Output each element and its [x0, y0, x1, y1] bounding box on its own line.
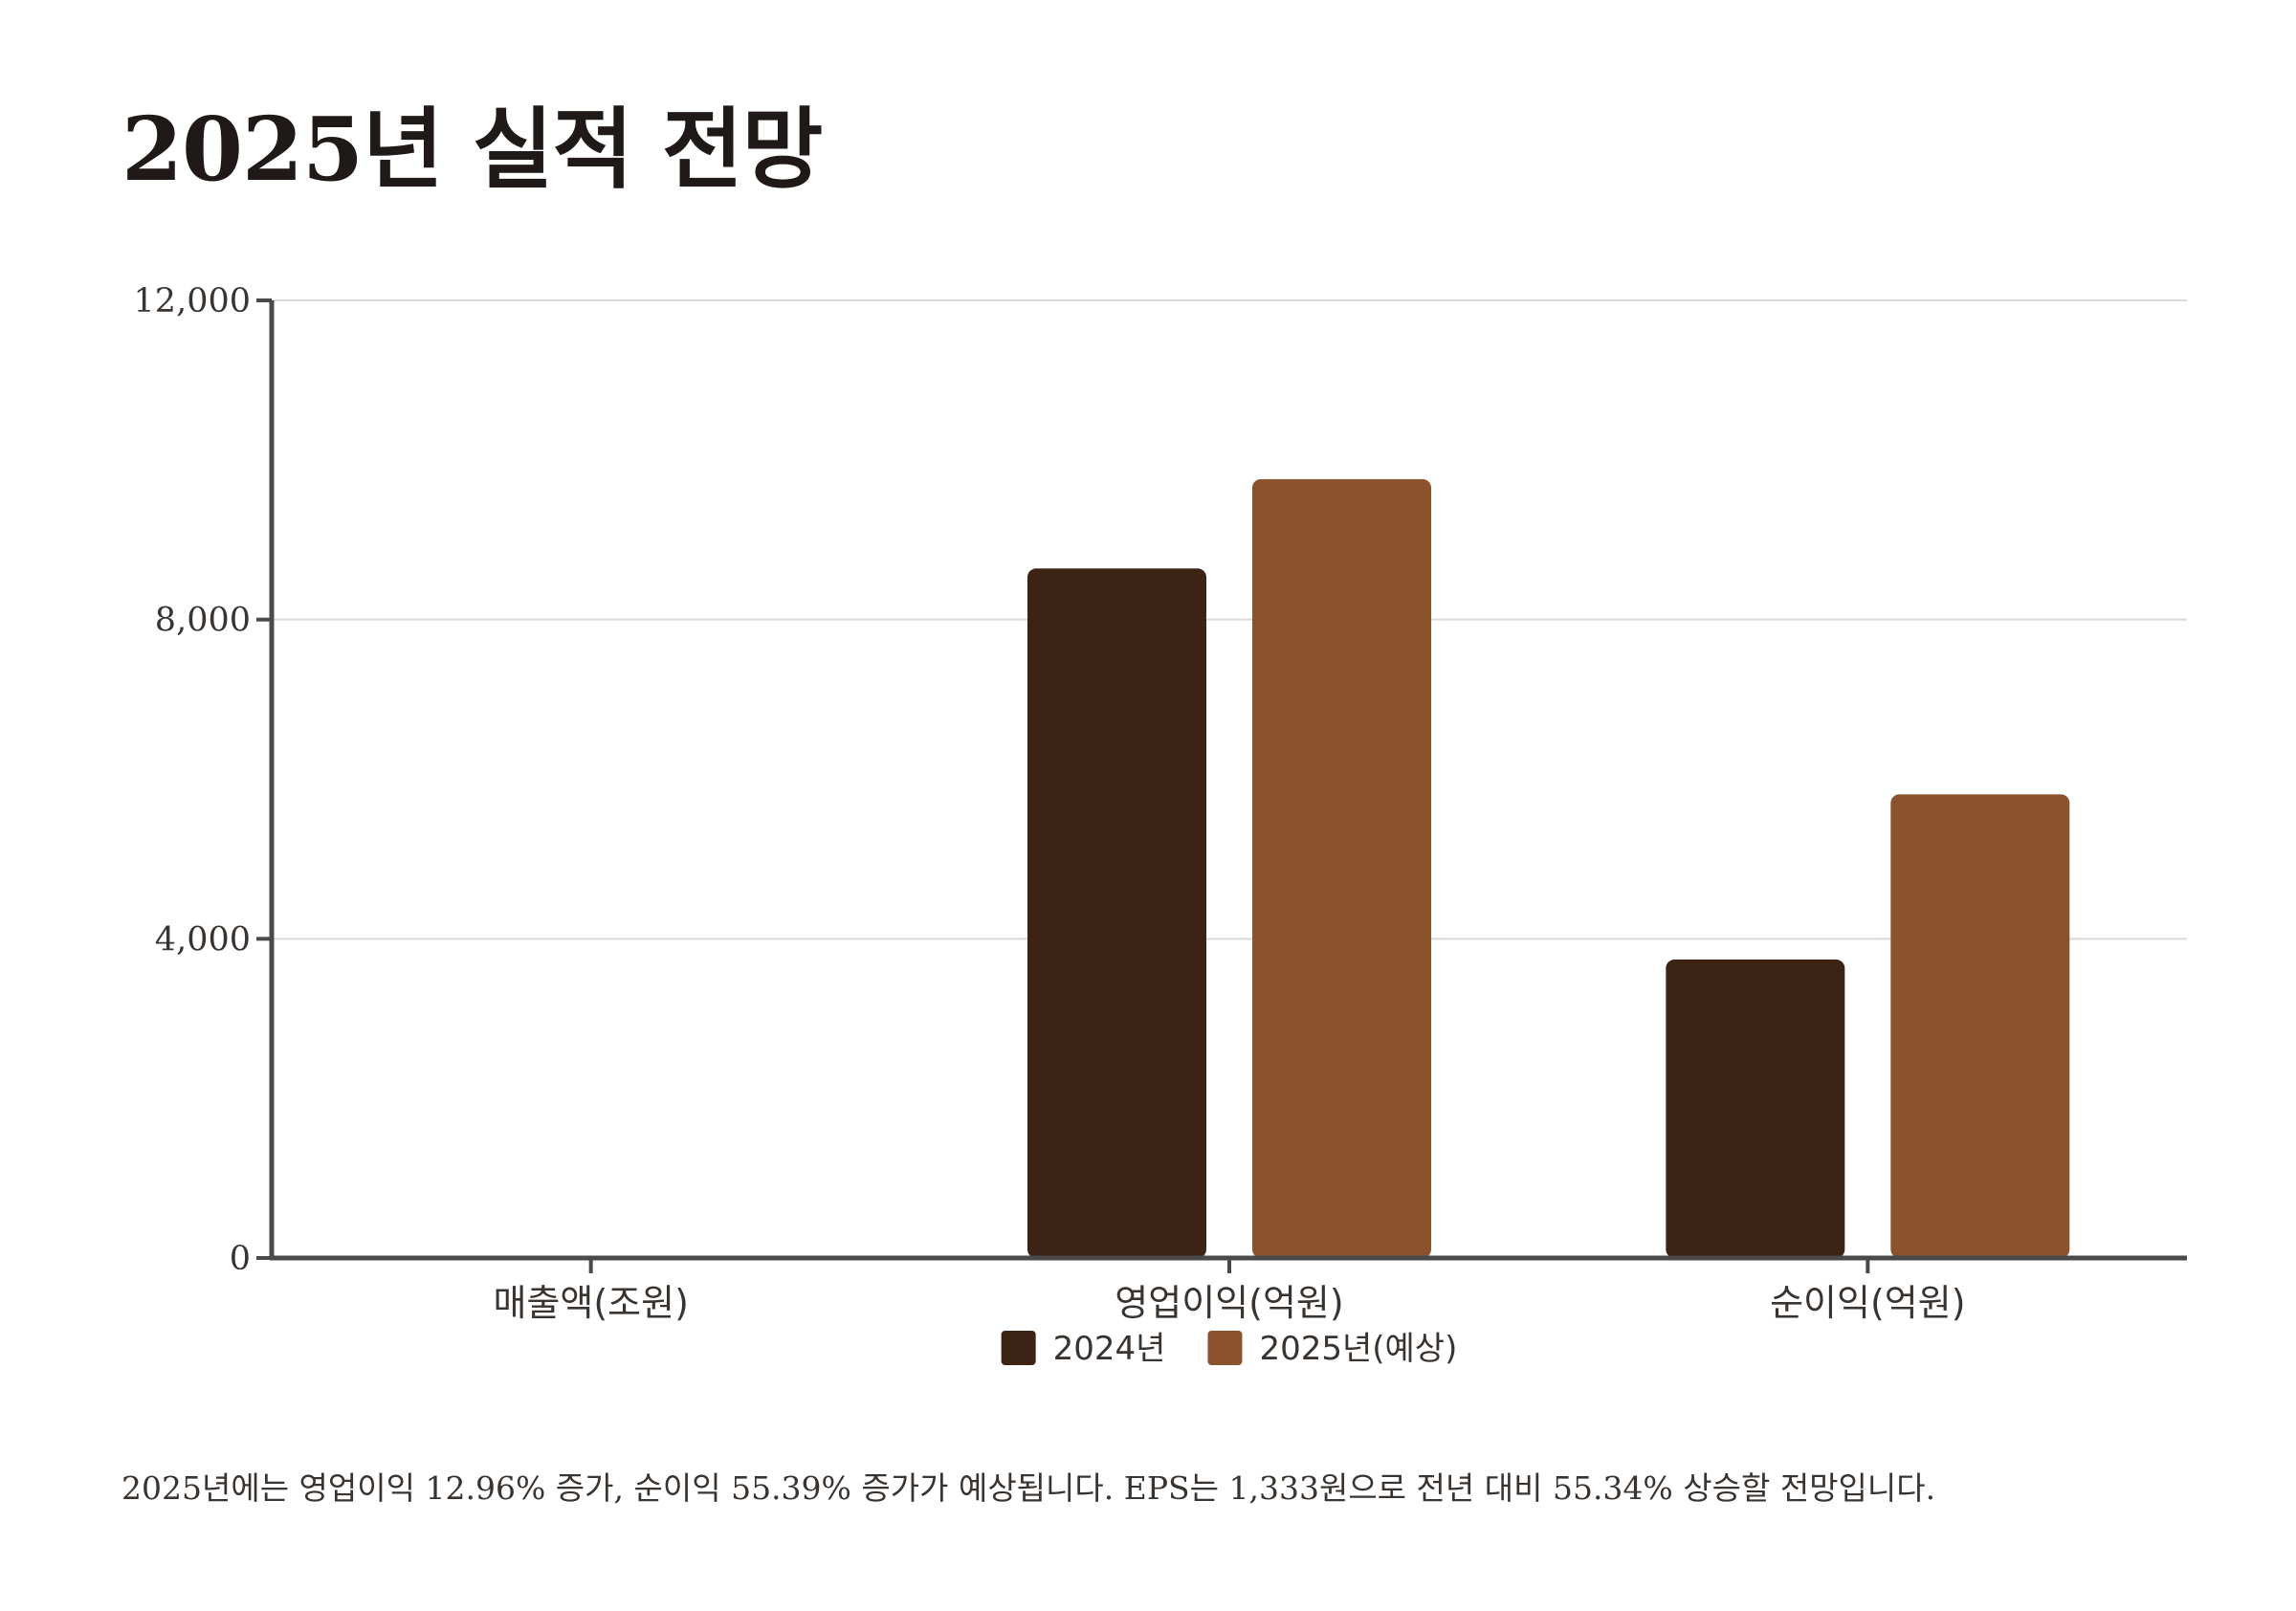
- legend[interactable]: 2024년 2025년(예상): [1001, 1330, 1458, 1368]
- legend-swatch: [1001, 1331, 1036, 1365]
- x-tick-label: 순이익(억원): [1770, 1282, 1965, 1324]
- y-tick-label: 4,000: [155, 920, 251, 959]
- axes: [256, 298, 2187, 1273]
- page-title: 2025년 실적 전망: [121, 98, 823, 201]
- bar-1-3: [1666, 960, 1845, 1258]
- gridlines: [272, 299, 2187, 940]
- legend-item-1[interactable]: 2024년: [1001, 1330, 1166, 1368]
- legend-swatch: [1207, 1331, 1243, 1365]
- bar-1-2: [1027, 568, 1206, 1258]
- y-tick-label: 8,000: [155, 602, 251, 640]
- bar-2-3: [1890, 794, 2070, 1258]
- legend-item-2[interactable]: 2025년(예상): [1207, 1330, 1457, 1368]
- tick-labels: 0 4,000 8,000 12,000 매출액(조원) 영업이익(억원) 순이익(억원): [134, 282, 1966, 1324]
- bar-2-2: [1252, 478, 1431, 1258]
- footnote: 2025년에는 영업이익 12.96% 증가, 순이익 55.39% 증가가 예…: [121, 1469, 1936, 1507]
- y-tick-label: 0: [230, 1240, 251, 1278]
- x-tick-label: 영업이익(억원): [1115, 1282, 1343, 1324]
- bars: [1027, 478, 2070, 1258]
- legend-label: 2025년(예상): [1259, 1330, 1457, 1368]
- legend-label: 2024년: [1053, 1330, 1166, 1368]
- x-tick-label: 매출액(조원): [493, 1282, 688, 1324]
- y-tick-label: 12,000: [134, 282, 251, 320]
